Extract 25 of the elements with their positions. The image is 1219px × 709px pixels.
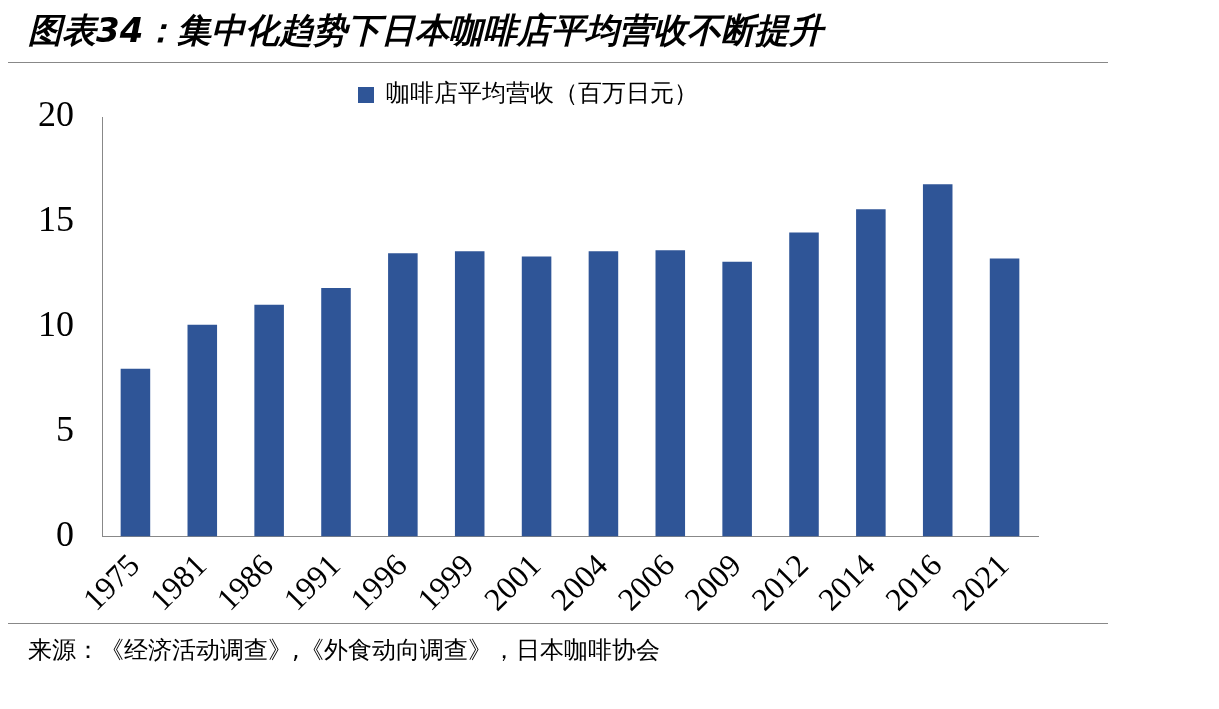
bar [789, 232, 819, 537]
bar [321, 287, 351, 537]
y-tick-label: 5 [56, 409, 74, 450]
bar [254, 304, 284, 537]
bar [722, 261, 752, 537]
bar [454, 251, 485, 537]
bar [120, 368, 151, 537]
y-tick-label: 20 [38, 94, 74, 135]
x-tick-label: 1991 [276, 546, 347, 618]
source-note: 来源：《经济活动调查》,《外食动向调查》，日本咖啡协会 [8, 623, 1108, 666]
chart-title: 图表34：集中化趋势下日本咖啡店平均营收不断提升 [8, 8, 1108, 63]
y-tick-label: 0 [56, 514, 74, 555]
bar [655, 250, 686, 537]
x-tick-label: 1981 [142, 546, 214, 618]
y-tick-label: 15 [38, 199, 74, 240]
bar [521, 256, 552, 537]
x-tick-label: 2021 [944, 546, 1016, 618]
y-tick-label: 10 [38, 304, 74, 345]
bar [588, 251, 619, 537]
bar [388, 253, 418, 537]
bar [989, 258, 1020, 537]
legend-label: 咖啡店平均营收（百万日元） [386, 79, 698, 108]
bar [187, 324, 218, 537]
bar [922, 184, 953, 537]
bar [856, 209, 886, 537]
